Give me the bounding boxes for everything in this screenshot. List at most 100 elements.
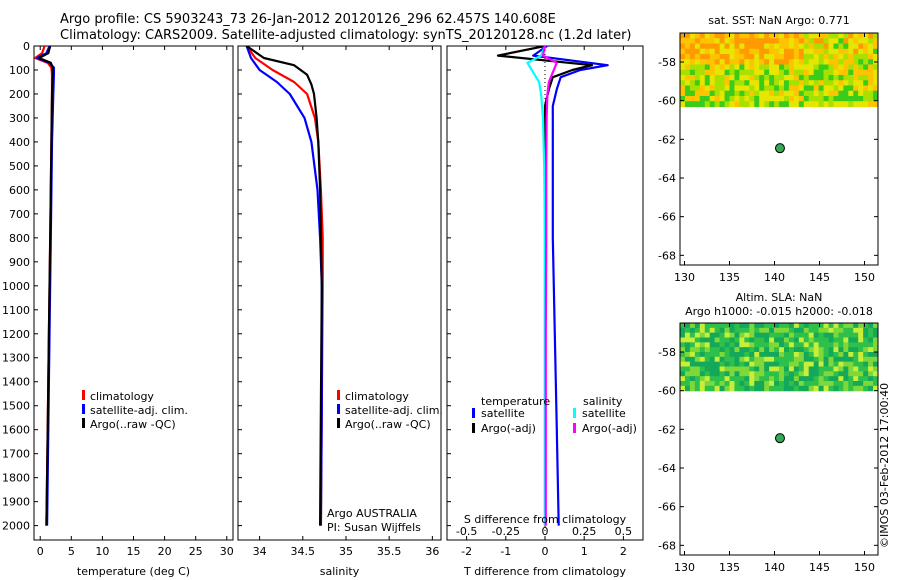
map-cell bbox=[833, 361, 839, 368]
legend-label: Argo(-adj) bbox=[582, 422, 637, 435]
map-cell bbox=[709, 332, 716, 339]
map-cell bbox=[863, 366, 869, 372]
top-tick-label: -0.5 bbox=[456, 525, 477, 538]
map-cell bbox=[739, 64, 745, 71]
map-cell bbox=[783, 38, 790, 45]
map-cell bbox=[764, 33, 770, 39]
map-cell bbox=[818, 53, 825, 60]
map-cell bbox=[783, 376, 790, 382]
map-cell bbox=[709, 385, 716, 392]
map-cell bbox=[818, 43, 825, 50]
map-cell bbox=[764, 376, 770, 382]
map-cell bbox=[848, 361, 854, 368]
map-cell bbox=[823, 90, 830, 97]
map-cell bbox=[863, 323, 869, 329]
map-cell bbox=[749, 327, 755, 334]
map-cell bbox=[684, 381, 691, 387]
map-cell bbox=[848, 337, 854, 343]
map-cell bbox=[873, 38, 878, 45]
map-y-tick-label: -66 bbox=[658, 211, 676, 224]
map-cell bbox=[680, 43, 686, 50]
map-cell bbox=[843, 43, 849, 50]
map-cell bbox=[759, 48, 765, 55]
map-cell bbox=[729, 376, 736, 382]
map-cell bbox=[858, 43, 864, 50]
map-cell bbox=[818, 371, 825, 377]
map-cell bbox=[868, 385, 874, 392]
map-x-tick-label: 140 bbox=[764, 561, 785, 574]
map-cell bbox=[719, 33, 726, 39]
map-cell bbox=[823, 356, 830, 363]
map-cell bbox=[828, 101, 835, 108]
legend-swatch bbox=[337, 390, 340, 400]
map-cell bbox=[803, 69, 810, 76]
map-cell bbox=[749, 342, 755, 348]
map-cell bbox=[684, 48, 691, 55]
map-cell bbox=[808, 342, 815, 348]
map-y-tick-label: -62 bbox=[658, 133, 676, 146]
map-cell bbox=[828, 85, 835, 92]
map-cell bbox=[838, 80, 844, 87]
map-cell bbox=[808, 64, 815, 71]
map-cell bbox=[858, 347, 864, 353]
map-cell bbox=[699, 90, 706, 97]
map-cell bbox=[680, 332, 686, 339]
map-cell bbox=[818, 59, 825, 66]
map-cell bbox=[873, 337, 878, 343]
map-cell bbox=[783, 95, 790, 102]
map-cell bbox=[779, 69, 785, 76]
x-tick-label: 35 bbox=[339, 545, 353, 558]
map-cell bbox=[764, 80, 770, 87]
map-cell bbox=[808, 371, 815, 377]
map-cell bbox=[724, 43, 731, 50]
map-cell bbox=[838, 85, 844, 92]
map-cell bbox=[709, 327, 716, 334]
map-cell bbox=[774, 356, 780, 363]
map-cell bbox=[714, 323, 721, 329]
map-cell bbox=[783, 356, 790, 363]
map-x-tick-label: 145 bbox=[809, 561, 830, 574]
map-cell bbox=[744, 323, 750, 329]
map-cell bbox=[853, 361, 859, 368]
map-cell bbox=[779, 381, 785, 387]
map-cell bbox=[813, 64, 820, 71]
map-cell bbox=[828, 385, 835, 392]
map-cell bbox=[779, 48, 785, 55]
map-cell bbox=[769, 59, 775, 66]
y-tick-label: 1500 bbox=[2, 400, 30, 413]
map-cell bbox=[724, 323, 731, 329]
map-cell bbox=[858, 371, 864, 377]
map-cell bbox=[769, 366, 775, 372]
map-cell bbox=[838, 342, 844, 348]
map-cell bbox=[734, 95, 740, 102]
map-cell bbox=[709, 43, 716, 50]
map-cell bbox=[793, 59, 800, 66]
map-cell bbox=[734, 43, 740, 50]
map-cell bbox=[689, 101, 696, 108]
map-cell bbox=[853, 53, 859, 60]
map-cell bbox=[749, 337, 755, 343]
map-cell bbox=[694, 53, 701, 60]
map-cell bbox=[759, 64, 765, 71]
map-cell bbox=[704, 85, 711, 92]
map-cell bbox=[779, 356, 785, 363]
map-cell bbox=[739, 337, 745, 343]
y-tick-label: 900 bbox=[9, 256, 30, 269]
map-cell bbox=[823, 64, 830, 71]
map-cell bbox=[749, 74, 755, 81]
map-cell bbox=[684, 366, 691, 372]
map-cell bbox=[813, 95, 820, 102]
map-cell bbox=[734, 332, 740, 339]
map-cell bbox=[719, 385, 726, 392]
map-cell bbox=[714, 59, 721, 66]
map-cell bbox=[863, 356, 869, 363]
map-cell bbox=[680, 385, 686, 392]
map-cell bbox=[848, 342, 854, 348]
map-cell bbox=[853, 48, 859, 55]
legend-label: Argo(..raw -QC) bbox=[90, 418, 176, 431]
map-cell bbox=[873, 90, 878, 97]
map-cell bbox=[729, 85, 736, 92]
map-field-sla bbox=[680, 323, 878, 392]
map-cell bbox=[734, 64, 740, 71]
